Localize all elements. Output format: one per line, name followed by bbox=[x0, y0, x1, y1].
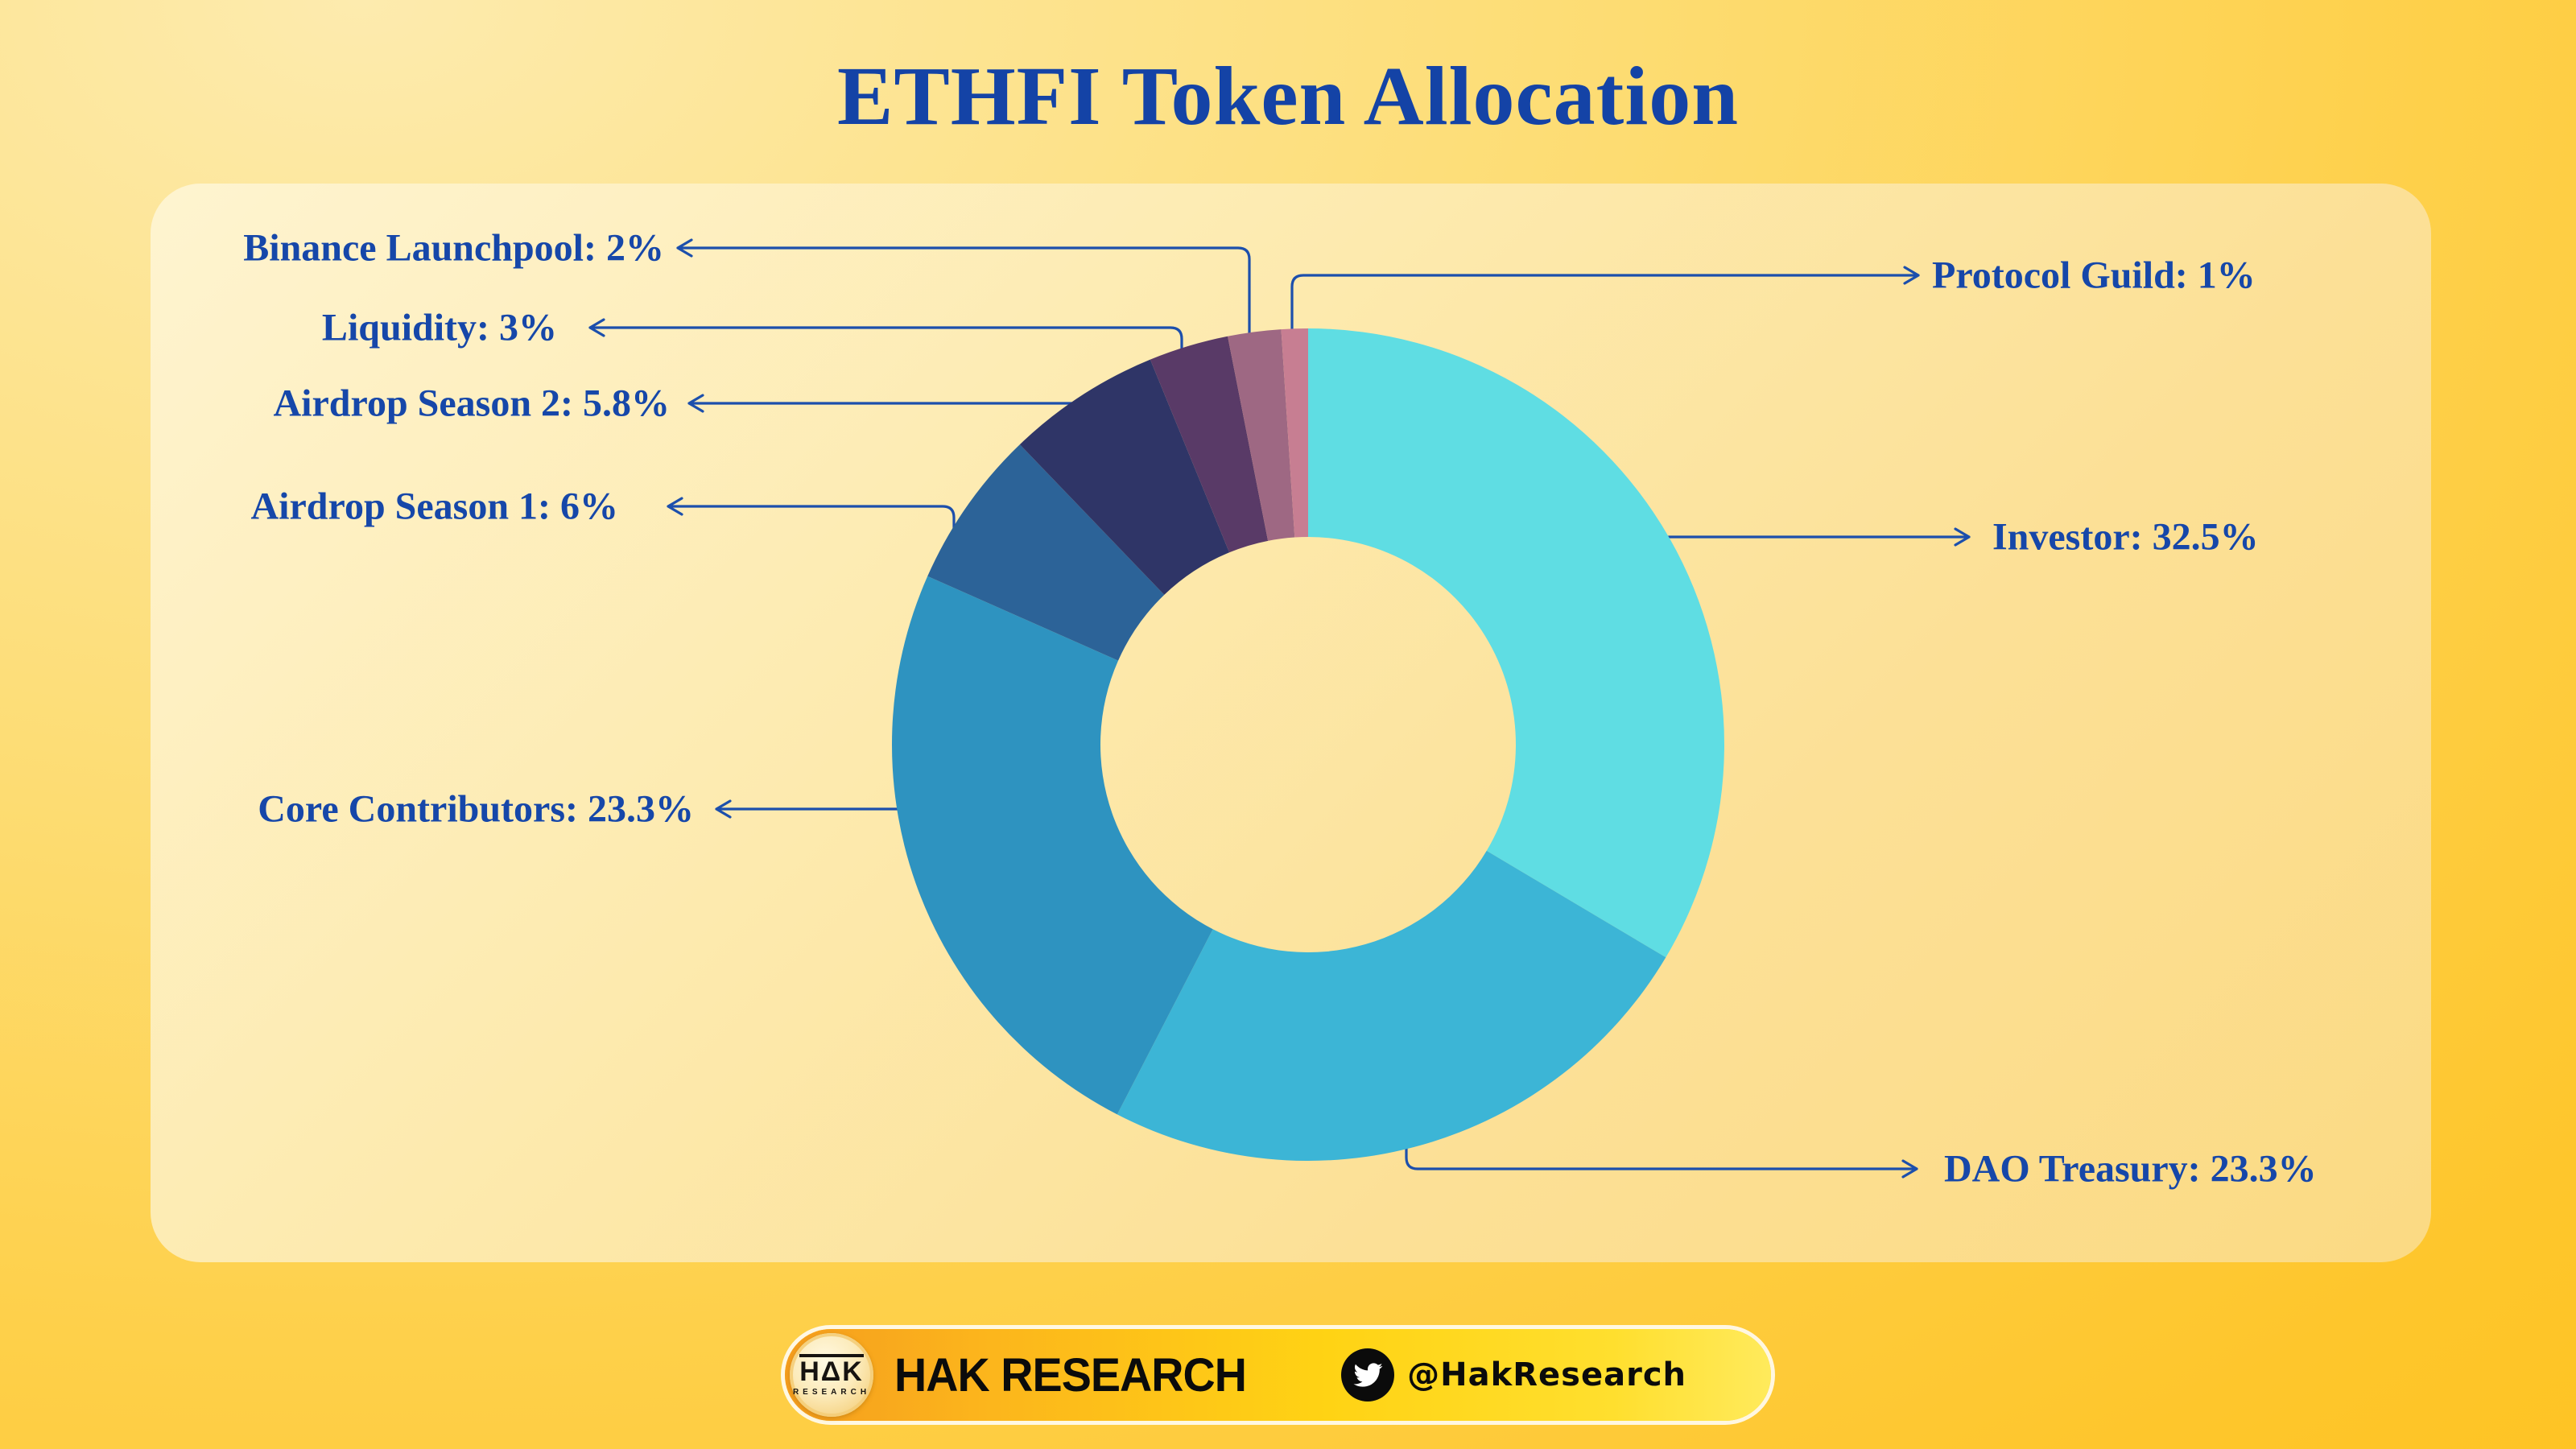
connector-binance-launchpool bbox=[676, 238, 1251, 365]
brand-name: HAK RESEARCH bbox=[894, 1348, 1247, 1402]
slice-airdrop-season-2 bbox=[1019, 359, 1230, 595]
label-binance-launchpool: Binance Launchpool: 2% bbox=[243, 227, 664, 270]
twitter-handle: @HakResearch bbox=[1407, 1356, 1686, 1393]
label-investor: Investor: 32.5% bbox=[1992, 516, 2259, 559]
connector-dao-treasury bbox=[1405, 1137, 1918, 1179]
hak-logo-text: HΔK bbox=[799, 1353, 864, 1385]
twitter-group: @HakResearch bbox=[1341, 1348, 1771, 1402]
slice-protocol-guild bbox=[1281, 328, 1308, 538]
slice-dao-treasury bbox=[1117, 850, 1666, 1161]
slice-liquidity bbox=[1150, 336, 1269, 553]
slice-binance-launchpool bbox=[1228, 329, 1295, 541]
connector-investor bbox=[1667, 527, 1971, 547]
label-protocol-guild: Protocol Guild: 1% bbox=[1932, 254, 2256, 297]
page-title: ETHFI Token Allocation bbox=[836, 50, 1740, 142]
twitter-icon bbox=[1341, 1348, 1395, 1402]
label-dao-treasury: DAO Treasury: 23.3% bbox=[1944, 1148, 2317, 1191]
label-airdrop-season-1: Airdrop Season 1: 6% bbox=[251, 485, 619, 528]
brand-pill: HΔK RESEARCH HAK RESEARCH @HakResearch bbox=[785, 1329, 1771, 1421]
label-airdrop-season-2: Airdrop Season 2: 5.8% bbox=[274, 382, 671, 425]
connector-liquidity bbox=[588, 318, 1183, 365]
hak-logo-subtext: RESEARCH bbox=[792, 1387, 871, 1397]
slice-investor bbox=[1308, 328, 1725, 958]
slice-airdrop-season-1 bbox=[927, 444, 1165, 661]
connector-airdrop-season-2 bbox=[687, 394, 1082, 413]
label-liquidity: Liquidity: 3% bbox=[322, 307, 557, 349]
label-core-contributors: Core Contributors: 23.3% bbox=[258, 788, 694, 831]
connector-airdrop-season-1 bbox=[667, 497, 956, 543]
slice-core-contributors bbox=[891, 576, 1213, 1115]
connector-protocol-guild bbox=[1290, 266, 1920, 356]
hak-logo: HΔK RESEARCH bbox=[790, 1333, 873, 1417]
